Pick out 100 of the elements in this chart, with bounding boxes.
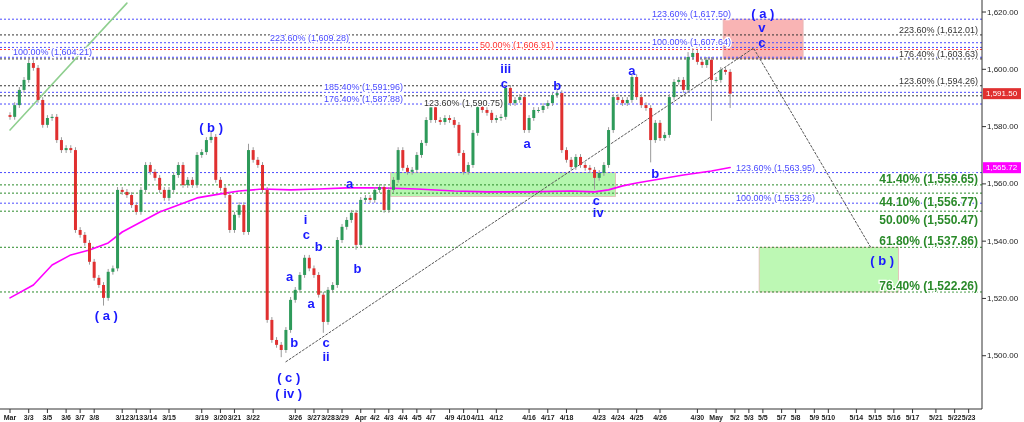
candlestick [588, 164, 592, 174]
annotation: c [758, 34, 766, 50]
annotation: ( b ) [870, 252, 895, 268]
ref-line-label: 185.40% (1,591.96) [324, 82, 404, 93]
y-tick-label: 1,620.00 [987, 7, 1019, 17]
candlestick [102, 281, 106, 307]
ref-line-label: 123.60% (1,590.75) [424, 97, 504, 108]
candlestick [111, 265, 115, 276]
annotation: i [303, 211, 308, 227]
candlestick [382, 183, 386, 214]
candlestick [630, 73, 634, 104]
ref-line-label: 50.00% (1,606.91) [480, 39, 555, 50]
annotation: ii [322, 348, 330, 364]
candlestick [616, 93, 620, 104]
ref-line-label: 123.60% (1,594.26) [898, 75, 978, 86]
annotation: a [523, 135, 532, 151]
candlestick [508, 84, 512, 107]
ref-line-label: 44.10% (1,556.77) [879, 195, 978, 210]
annotation: b [353, 260, 362, 276]
ref-line-label: 76.40% (1,522.26) [879, 278, 978, 293]
annotation: ( a ) [94, 307, 118, 323]
candlestick [181, 161, 185, 189]
candlestick [340, 223, 344, 244]
candlestick [513, 96, 517, 107]
candlestick [424, 116, 428, 147]
candlestick [17, 86, 21, 109]
ref-line-label: 61.80% (1,537.86) [879, 234, 978, 249]
candlestick [593, 166, 597, 191]
candlestick [485, 106, 489, 117]
candlestick [270, 316, 274, 344]
candlestick [462, 149, 466, 176]
annotation: ( iv ) [275, 385, 303, 401]
text: 1,591.50 [986, 89, 1018, 99]
candlestick [387, 186, 391, 214]
annotation: b [651, 165, 660, 181]
candlestick [401, 146, 405, 172]
ref-line-label: 100.00% (1,607.64) [652, 37, 732, 48]
annotation: ( c ) [277, 369, 301, 385]
candlestick [700, 58, 704, 69]
annotation: b [553, 77, 562, 93]
y-tick-label: 1,580.00 [987, 122, 1019, 132]
candlestick [635, 73, 639, 101]
candlestick [714, 76, 718, 84]
candlestick [153, 168, 157, 182]
y-tick-label: 1,560.00 [987, 179, 1019, 189]
candlestick [443, 114, 447, 126]
candlestick [541, 102, 545, 114]
candlestick [653, 119, 657, 144]
candlestick [672, 78, 676, 101]
annotation: ( a ) [751, 5, 775, 21]
candlestick [172, 171, 176, 194]
ref-line-label: 123.60% (1,563.95) [736, 162, 816, 173]
candlestick [555, 89, 559, 99]
candlestick [415, 151, 419, 174]
annotation: b [314, 238, 323, 254]
line-series [9, 166, 731, 299]
candlestick [223, 184, 227, 199]
y-tick-label: 1,540.00 [987, 236, 1019, 246]
annotation: c [302, 226, 311, 242]
text: 1,565.72 [986, 163, 1018, 173]
y-tick-label: 1,520.00 [987, 293, 1019, 303]
candlestick [303, 254, 307, 279]
candlestick [64, 144, 68, 154]
ref-line-label: 50.00% (1,550.47) [879, 213, 978, 228]
candlestick [139, 186, 143, 216]
candlestick [658, 119, 662, 142]
candlestick [209, 130, 213, 144]
annotation: ( b ) [199, 119, 223, 135]
ref-line-label: 123.60% (1,617.50) [652, 9, 732, 20]
annotation: c [500, 75, 508, 91]
candlestick [97, 274, 101, 289]
candlestick [8, 111, 12, 121]
candlestick [78, 226, 82, 239]
annotation: v [758, 19, 767, 35]
candlestick [50, 113, 54, 122]
ref-line-label: 223.60% (1,609.28) [270, 32, 350, 43]
annotation: c [322, 334, 330, 350]
annotation: a [345, 175, 354, 191]
annotation: a [628, 62, 637, 78]
annotation: a [286, 268, 295, 284]
candlestick [27, 56, 31, 84]
candlestick [92, 258, 96, 282]
candlestick [284, 326, 288, 354]
y-tick-label: 1,500.00 [987, 351, 1019, 361]
candlestick [298, 271, 302, 294]
y-tick-label: 1,600.00 [987, 64, 1019, 74]
candlestick [709, 56, 713, 122]
candlestick [644, 101, 648, 112]
ref-line-label: 100.00% (1,553.26) [736, 193, 816, 204]
ref-line-label: 176.40% (1,603.63) [898, 48, 978, 59]
candlestick [368, 194, 372, 204]
annotation: a [307, 295, 316, 311]
ref-line-label: 41.40% (1,559.65) [879, 171, 978, 186]
annotation: iii [500, 60, 512, 76]
candlestick [125, 188, 129, 199]
candlestick [88, 239, 91, 266]
candlestick [499, 113, 503, 122]
candlestick [55, 113, 59, 144]
candlestick [232, 211, 236, 234]
ref-line-label: 176.40% (1,587.88) [324, 94, 404, 105]
